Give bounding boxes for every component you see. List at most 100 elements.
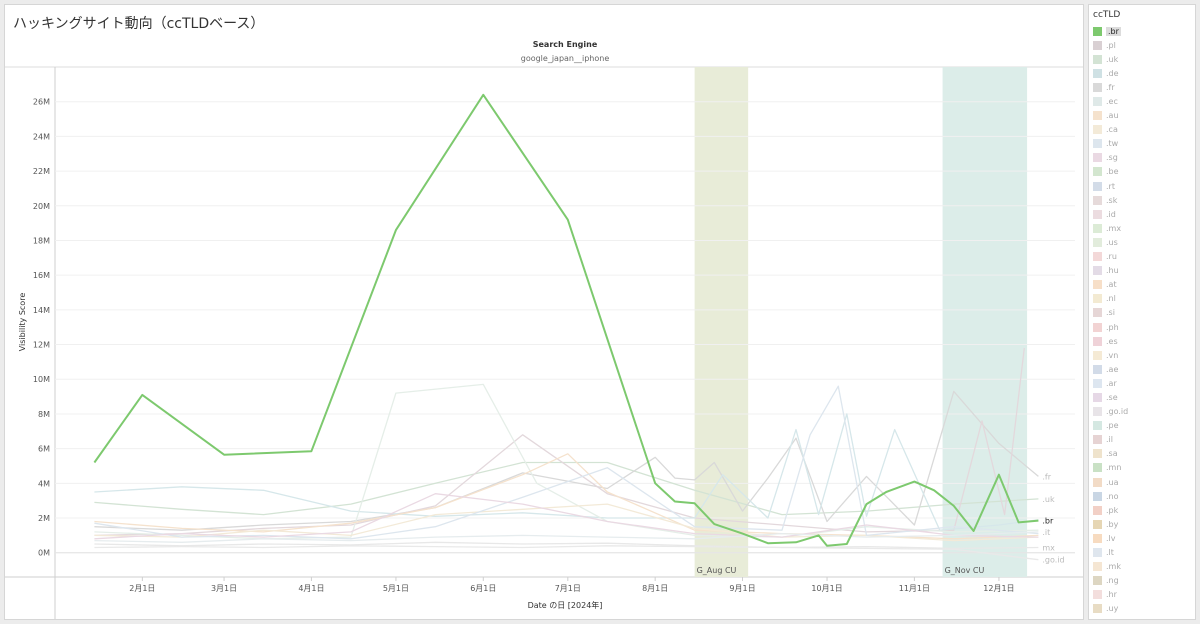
legend-item[interactable]: .ec	[1089, 94, 1195, 108]
y-tick-label: 20M	[33, 202, 50, 211]
legend-item[interactable]: .ae	[1089, 362, 1195, 376]
legend-item[interactable]: .il	[1089, 433, 1195, 447]
legend-item[interactable]: .id	[1089, 207, 1195, 221]
legend-label: .be	[1106, 167, 1119, 177]
legend-swatch	[1093, 294, 1102, 304]
legend-swatch	[1093, 449, 1102, 459]
legend-swatch	[1093, 68, 1102, 78]
legend-swatch	[1093, 125, 1102, 135]
y-tick-label: 4M	[38, 479, 50, 488]
legend-item[interactable]: .de	[1089, 66, 1195, 80]
legend-swatch	[1093, 604, 1102, 614]
band-label: G_Aug CU	[697, 566, 737, 575]
legend-item[interactable]: .sa	[1089, 447, 1195, 461]
legend-item[interactable]: .pk	[1089, 503, 1195, 517]
legend-item[interactable]: .hr	[1089, 588, 1195, 602]
legend-item[interactable]: .be	[1089, 165, 1195, 179]
y-tick-label: 26M	[33, 98, 50, 107]
legend-item[interactable]: .se	[1089, 390, 1195, 404]
y-tick-label: 8M	[38, 410, 50, 419]
band-G_Nov CU	[942, 67, 1028, 577]
legend-label: .no	[1106, 491, 1119, 501]
legend-swatch	[1093, 477, 1102, 487]
series-end-label: .it	[1042, 528, 1050, 537]
legend-item[interactable]: .au	[1089, 109, 1195, 123]
legend-item[interactable]: .lt	[1089, 545, 1195, 559]
legend-swatch	[1093, 40, 1102, 50]
legend-item[interactable]: .pl	[1089, 38, 1195, 52]
legend-item[interactable]: .tw	[1089, 137, 1195, 151]
legend-item[interactable]: .si	[1089, 306, 1195, 320]
legend-item[interactable]: .es	[1089, 334, 1195, 348]
legend-item[interactable]: .br	[1089, 24, 1195, 38]
legend-item[interactable]: .uk	[1089, 52, 1195, 66]
legend-item[interactable]: .ru	[1089, 250, 1195, 264]
legend-item[interactable]: .us	[1089, 235, 1195, 249]
legend-item[interactable]: .ng	[1089, 574, 1195, 588]
legend-item[interactable]: .lv	[1089, 531, 1195, 545]
series-line-.au	[94, 453, 1039, 540]
legend-label: .by	[1106, 519, 1119, 529]
legend-label: .mk	[1106, 562, 1121, 572]
legend-label: .at	[1106, 280, 1117, 290]
legend-label: .pl	[1106, 40, 1116, 50]
series-line-.de	[94, 413, 1039, 531]
legend-title: ccTLD	[1093, 10, 1121, 20]
legend-swatch	[1093, 97, 1102, 107]
legend-item[interactable]: .nl	[1089, 292, 1195, 306]
legend-item[interactable]: .ca	[1089, 123, 1195, 137]
page-title: ハッキングサイト動向（ccTLDベース）	[13, 16, 265, 32]
legend-item[interactable]: .pe	[1089, 419, 1195, 433]
legend-item[interactable]: .rt	[1089, 179, 1195, 193]
legend-label: .uy	[1106, 604, 1119, 614]
chart-header-label: Search Engine	[533, 40, 598, 49]
legend-swatch	[1093, 223, 1102, 233]
legend-item[interactable]: .sk	[1089, 193, 1195, 207]
legend-item[interactable]: .mk	[1089, 560, 1195, 574]
legend-item[interactable]: .vn	[1089, 348, 1195, 362]
line-chart: Search Engine google_japan__iphone G_Aug C…	[5, 40, 1083, 619]
legend-item[interactable]: .ar	[1089, 376, 1195, 390]
x-tick-label: 12月1日	[983, 584, 1014, 593]
legend-item[interactable]: .fr	[1089, 80, 1195, 94]
legend-label: .uk	[1106, 54, 1119, 64]
legend-swatch	[1093, 26, 1102, 36]
x-tick-label: 4月1日	[298, 584, 324, 593]
legend-item[interactable]: .no	[1089, 489, 1195, 503]
legend-item[interactable]: .at	[1089, 278, 1195, 292]
series-end-label: .br	[1042, 517, 1054, 526]
legend-label: .go.id	[1106, 407, 1129, 417]
legend-label: .sk	[1106, 195, 1118, 205]
legend-label: .ar	[1106, 378, 1117, 388]
legend-item[interactable]: .ph	[1089, 320, 1195, 334]
legend-item[interactable]: .uy	[1089, 602, 1195, 616]
legend-item[interactable]: .by	[1089, 517, 1195, 531]
legend-item[interactable]: .go.id	[1089, 405, 1195, 419]
legend-label: .ng	[1106, 576, 1119, 586]
chart-panel: ハッキングサイト動向（ccTLDベース） Search Engine google…	[4, 4, 1084, 620]
legend-label: .de	[1106, 68, 1119, 78]
legend-item[interactable]: .sg	[1089, 151, 1195, 165]
legend-swatch	[1093, 111, 1102, 121]
legend-swatch	[1093, 195, 1102, 205]
legend-item[interactable]: .mx	[1089, 221, 1195, 235]
legend-item[interactable]: .hu	[1089, 264, 1195, 278]
legend-swatch	[1093, 378, 1102, 388]
legend-label: .sg	[1106, 153, 1118, 163]
series-line-.it	[94, 531, 1039, 543]
y-tick-label: 22M	[33, 167, 50, 176]
legend-swatch	[1093, 392, 1102, 402]
legend-item[interactable]: .mn	[1089, 461, 1195, 475]
x-axis-title: Date の日 [2024年]	[528, 600, 603, 610]
series-line-.sg	[94, 493, 1039, 540]
legend-label: .il	[1106, 435, 1113, 445]
series-end-label: .uk	[1042, 495, 1055, 504]
legend-label: .nl	[1106, 294, 1116, 304]
series-line-.pl	[94, 347, 1025, 537]
x-tick-label: 11月1日	[899, 584, 930, 593]
legend-label: .ae	[1106, 364, 1119, 374]
legend-swatch	[1093, 435, 1102, 445]
legend-item[interactable]: .ua	[1089, 475, 1195, 489]
series-line-.br	[93, 93, 1039, 547]
y-tick-label: 16M	[33, 271, 50, 280]
